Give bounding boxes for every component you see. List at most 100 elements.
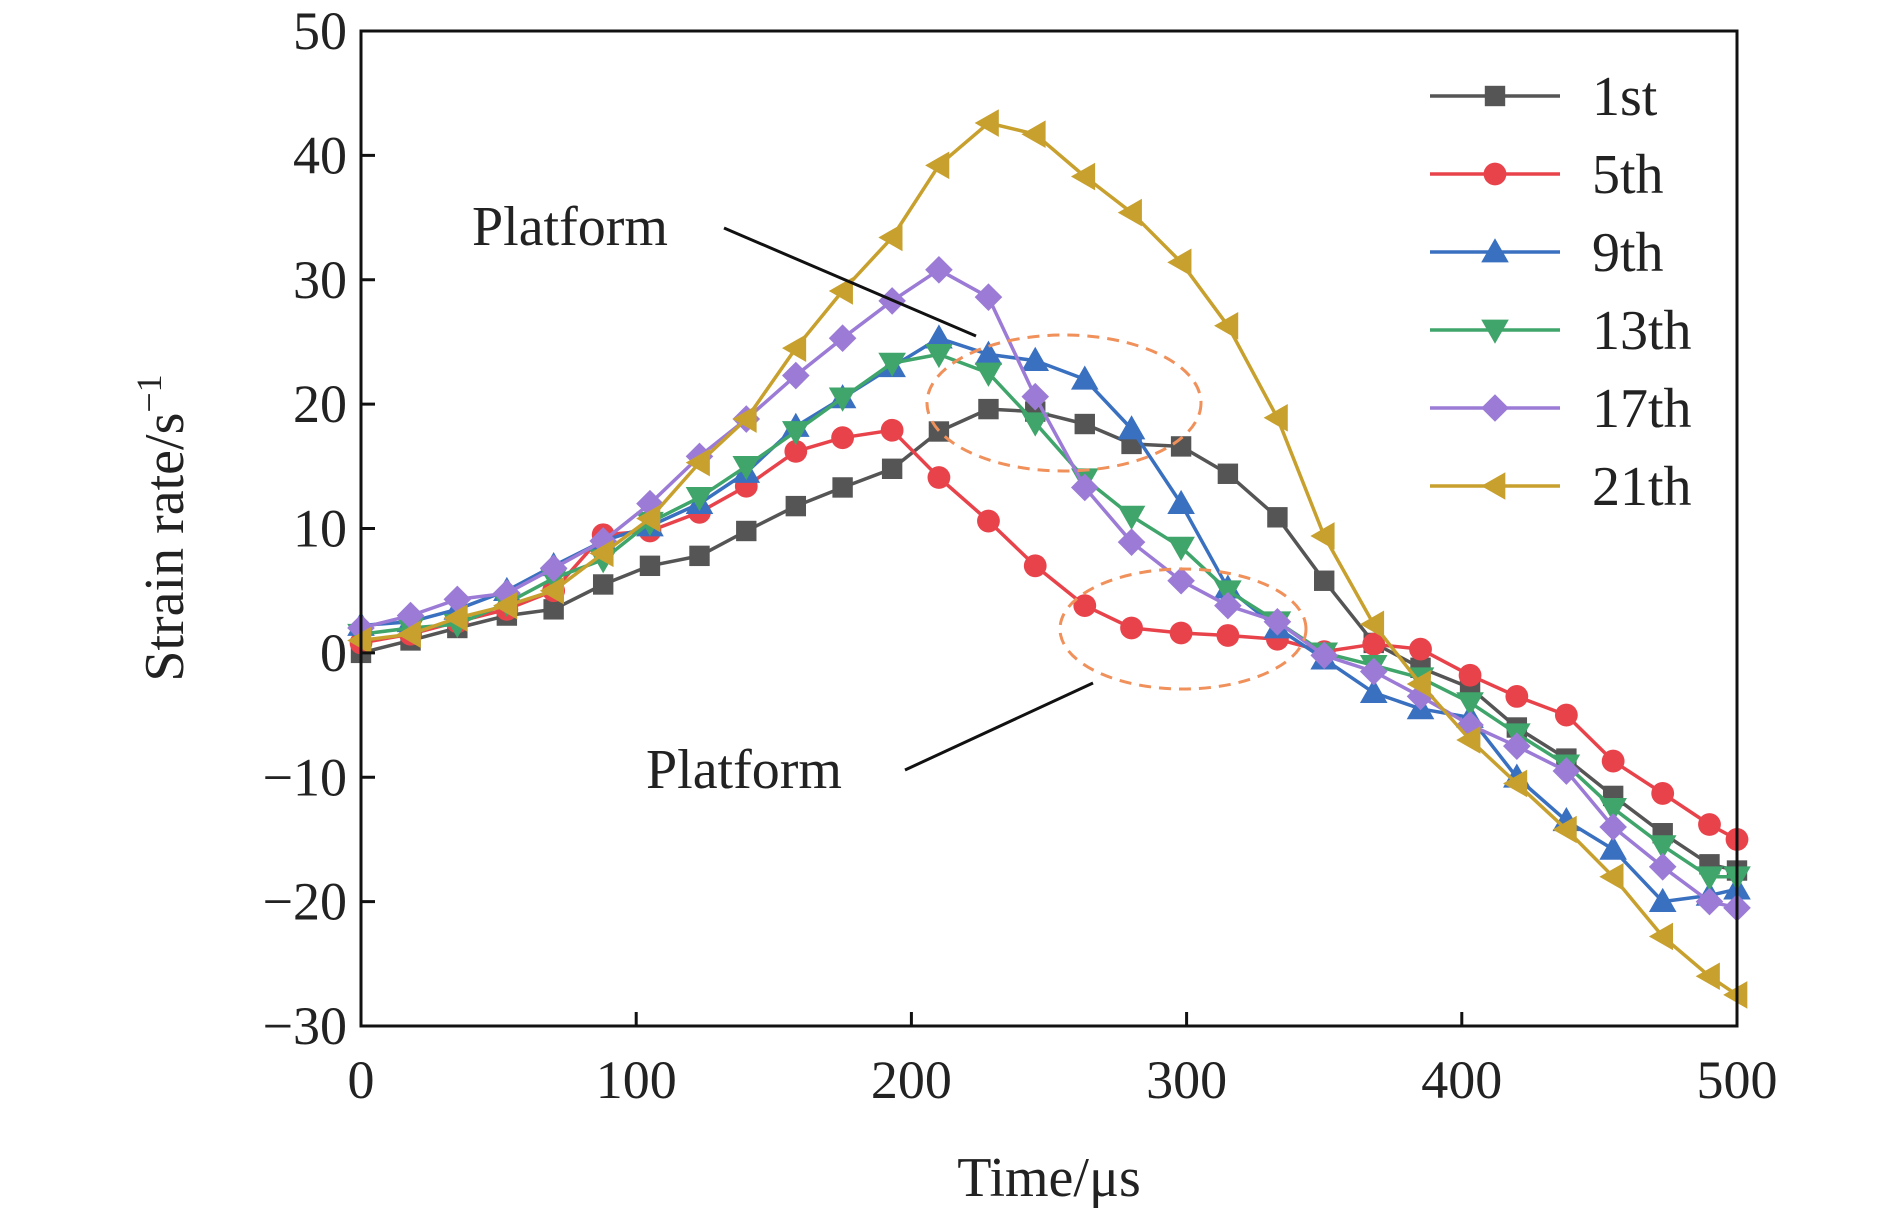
data-point-17th-20 [1310, 641, 1338, 670]
y-tick-label: 40 [293, 125, 347, 185]
data-point-13th-23 [1456, 692, 1484, 717]
data-point-21th-25 [1552, 815, 1577, 844]
data-point-5th-11 [880, 418, 904, 442]
data-point-1st-5 [592, 574, 614, 595]
data-point-17th-13 [974, 283, 1003, 311]
legend: 1st 5th 9th 13th 17th 21th [1430, 66, 1692, 518]
series-5th [349, 418, 1749, 851]
x-tick-label: 300 [1146, 1050, 1227, 1110]
data-point-17th-14 [1021, 382, 1050, 411]
data-point-21th-7 [685, 448, 710, 477]
x-tick-label: 500 [1697, 1050, 1778, 1110]
data-point-17th-25 [1552, 757, 1581, 785]
data-point-21th-19 [1263, 404, 1288, 432]
data-point-5th-14 [1023, 554, 1047, 578]
legend-item-17th: 17th [1430, 378, 1692, 440]
data-point-1st-9 [785, 495, 807, 517]
y-tick-label: −20 [263, 872, 347, 932]
platform-label-lower: Platform [646, 739, 842, 801]
data-point-21th-8 [732, 405, 757, 433]
data-point-5th-22 [1409, 637, 1432, 661]
data-point-13th-7 [685, 487, 714, 512]
data-point-1st-20 [1314, 570, 1335, 591]
data-point-21th-9 [782, 334, 807, 362]
data-point-17th-28 [1695, 887, 1724, 916]
data-point-13th-16 [1117, 505, 1146, 530]
data-point-17th-9 [782, 361, 810, 390]
data-point-21th-0 [347, 626, 372, 655]
y-axis-title-text: Strain rate/s [134, 413, 196, 682]
legend-label: 13th [1592, 300, 1692, 362]
legend-item-21th: 21th [1430, 456, 1692, 518]
data-point-13th-10 [828, 387, 857, 412]
y-axis-title: Strain rate/s−1 [129, 374, 196, 681]
data-point-17th-16 [1117, 528, 1146, 556]
data-point-21th-20 [1310, 522, 1335, 550]
data-point-5th-28 [1698, 813, 1721, 836]
data-point-5th-21 [1362, 632, 1386, 656]
y-axis-title-superscript: −1 [129, 374, 169, 412]
legend-marker-21th [1481, 472, 1506, 500]
data-point-17th-10 [828, 324, 857, 353]
data-point-1st-18 [1217, 463, 1239, 484]
data-point-21th-10 [828, 277, 853, 305]
legend-label: 17th [1592, 378, 1692, 440]
y-tick-label: −10 [263, 747, 347, 807]
platform-ellipse-upper [925, 333, 1203, 473]
legend-label: 5th [1592, 144, 1664, 206]
data-point-17th-18 [1214, 591, 1242, 620]
data-point-21th-12 [925, 151, 950, 180]
legend-marker-1st [1484, 85, 1506, 107]
legend-label: 9th [1592, 222, 1664, 284]
x-tick-label: 400 [1421, 1050, 1502, 1110]
data-point-21th-16 [1117, 198, 1142, 227]
plot-area-frame [359, 29, 1739, 1028]
data-point-21th-3 [493, 591, 518, 620]
series-line-5th [360, 428, 1738, 841]
legend-label: 21th [1592, 456, 1692, 518]
legend-item-9th: 9th [1430, 222, 1664, 284]
data-point-5th-16 [1120, 616, 1143, 640]
data-point-17th-24 [1503, 732, 1531, 760]
data-point-1st-4 [543, 599, 564, 620]
platform-label-upper: Platform [472, 196, 668, 258]
legend-marker-9th [1481, 238, 1509, 263]
data-point-17th-27 [1648, 853, 1677, 881]
data-point-21th-22 [1406, 670, 1431, 698]
data-point-21th-15 [1070, 162, 1096, 191]
data-point-21th-14 [1021, 120, 1046, 149]
platform-ellipse-lower [1058, 567, 1308, 691]
data-point-17th-21 [1359, 657, 1388, 686]
series-layer [347, 109, 1751, 1009]
data-point-9th-14 [1021, 346, 1050, 371]
data-point-21th-23 [1456, 726, 1481, 754]
data-point-5th-27 [1651, 782, 1675, 805]
data-point-17th-17 [1167, 566, 1195, 595]
data-point-5th-24 [1505, 685, 1529, 708]
data-point-1st-11 [881, 458, 903, 479]
data-point-21th-11 [878, 223, 903, 252]
y-tick-label: 20 [293, 374, 347, 434]
x-tick-label: 100 [596, 1050, 677, 1110]
data-point-17th-1 [396, 601, 425, 630]
data-point-9th-12 [925, 324, 953, 349]
data-point-21th-29 [1723, 981, 1748, 1009]
data-point-21th-28 [1695, 962, 1720, 991]
y-tick-label: −30 [263, 996, 347, 1056]
data-point-1st-10 [832, 477, 853, 498]
x-axis-title: Time/μs [957, 1147, 1141, 1209]
data-point-21th-2 [443, 604, 468, 632]
legend-item-5th: 5th [1430, 144, 1664, 206]
data-point-21th-6 [636, 504, 661, 533]
data-point-5th-26 [1601, 749, 1625, 773]
data-point-9th-26 [1599, 835, 1627, 860]
data-point-17th-15 [1070, 473, 1099, 502]
data-point-5th-15 [1073, 594, 1097, 618]
x-tick-label: 0 [348, 1050, 375, 1110]
data-point-9th-16 [1117, 415, 1146, 440]
data-point-5th-9 [784, 439, 808, 463]
data-point-5th-25 [1554, 703, 1578, 727]
